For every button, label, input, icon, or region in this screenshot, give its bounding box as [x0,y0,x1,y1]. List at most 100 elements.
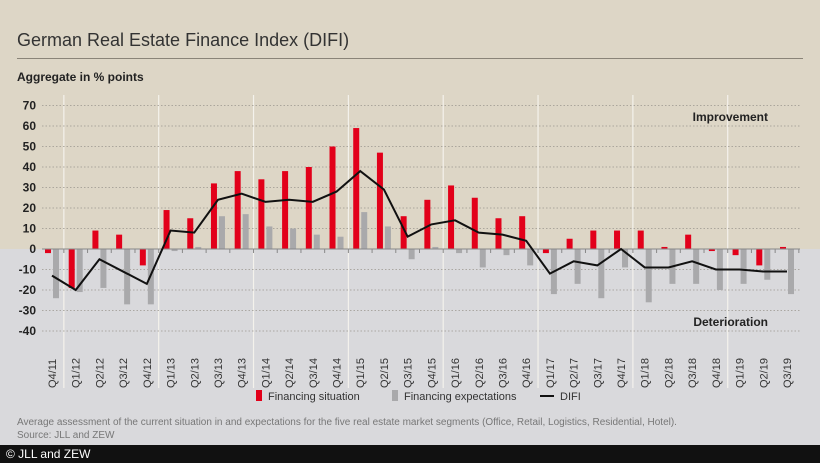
deterioration-background [0,249,820,445]
bar-financing-situation [376,152,383,249]
x-tick-label: Q3/19 [782,358,794,388]
bar-financing-expectations [100,249,107,288]
bar-financing-expectations [408,249,415,260]
bar-financing-situation [139,249,146,266]
bar-financing-situation [614,230,621,249]
y-tick-label: 50 [23,140,37,154]
bar-financing-expectations [195,246,202,249]
x-tick-label: Q1/15 [355,358,367,388]
bar-financing-expectations [479,249,486,268]
bar-financing-expectations [740,249,747,284]
x-tick-label: Q1/14 [260,358,272,388]
bar-financing-situation [519,216,526,249]
x-tick-label: Q1/18 [640,358,652,388]
bar-financing-situation [45,249,51,254]
bar-financing-expectations [53,249,59,299]
bar-financing-situation [780,246,786,249]
bar-financing-situation [329,146,336,249]
x-tick-label: Q3/14 [308,358,320,388]
source-text: Source: JLL and ZEW [17,430,115,441]
bar-financing-situation [92,230,99,249]
x-tick-label: Q4/11 [47,359,59,388]
bar-financing-expectations [290,228,297,249]
chart-note: Average assessment of the current situat… [17,416,677,442]
bar-financing-expectations [598,249,605,299]
chart-subtitle: Aggregate in % points [17,70,144,84]
bar-financing-situation [637,230,644,249]
y-tick-label: 0 [29,242,36,256]
bar-financing-situation [685,234,692,249]
bar-financing-expectations [242,214,249,249]
y-tick-label: -30 [19,304,37,318]
bar-financing-situation [187,218,194,249]
bar-financing-situation [708,249,715,252]
x-tick-label: Q2/12 [94,358,106,388]
bar-financing-expectations [432,246,439,249]
x-tick-label: Q4/15 [426,358,438,388]
bar-financing-situation [163,210,170,249]
bar-financing-situation [305,167,312,249]
bar-financing-expectations [124,249,131,305]
x-tick-label: Q2/17 [569,358,581,388]
y-tick-label: 70 [23,99,37,113]
legend-swatch-financing-expectations [392,390,398,401]
x-tick-label: Q4/16 [521,358,533,388]
legend-swatch-financing-situation [256,390,262,401]
bar-financing-expectations [266,226,273,249]
x-tick-label: Q2/13 [189,358,201,388]
bar-financing-expectations [622,249,629,268]
y-tick-label: -20 [19,283,37,297]
annotation-deterioration: Deterioration [693,315,768,329]
page-title: German Real Estate Finance Index (DIFI) [17,30,350,50]
bar-financing-situation [68,249,75,288]
bar-financing-situation [471,197,478,249]
x-tick-label: Q1/12 [71,358,83,388]
bar-financing-expectations [764,249,771,280]
bar-financing-situation [661,246,668,249]
x-tick-label: Q4/18 [711,358,723,388]
bar-financing-expectations [693,249,700,284]
bar-financing-expectations [171,249,178,252]
bar-financing-situation [234,171,241,249]
bar-financing-expectations [645,249,652,303]
x-tick-label: Q2/16 [474,358,486,388]
bar-financing-expectations [574,249,581,284]
bar-financing-situation [590,230,597,249]
bar-financing-expectations [76,249,83,293]
bar-financing-situation [756,249,763,266]
y-tick-label: 20 [23,201,37,215]
x-tick-label: Q3/17 [592,358,604,388]
bar-financing-expectations [503,249,510,256]
title-divider [17,58,803,59]
bar-financing-situation [353,128,360,249]
bar-financing-expectations [788,249,794,295]
bar-financing-situation [542,249,549,254]
annotation-improvement: Improvement [693,110,768,124]
x-tick-label: Q2/19 [758,358,770,388]
x-tick-label: Q2/18 [663,358,675,388]
bar-financing-situation [282,171,289,249]
y-tick-label: -10 [19,263,37,277]
legend-label: Financing expectations [404,391,517,403]
x-tick-label: Q4/17 [616,358,628,388]
y-tick-label: 40 [23,160,37,174]
x-tick-label: Q1/19 [735,358,747,388]
x-tick-label: Q4/13 [237,358,249,388]
y-tick-label: 10 [23,222,37,236]
x-tick-label: Q1/17 [545,358,557,388]
y-tick-label: 30 [23,181,37,195]
bar-financing-expectations [218,216,225,249]
bar-financing-situation [566,238,573,249]
x-tick-label: Q3/18 [687,358,699,388]
bar-financing-expectations [527,249,534,266]
y-tick-label: 60 [23,119,37,133]
x-tick-label: Q3/12 [118,358,130,388]
bar-financing-expectations [456,249,463,254]
copyright-footer: © JLL and ZEW [0,445,820,463]
legend-label: Financing situation [268,391,360,403]
y-tick-label: -40 [19,324,37,338]
bar-financing-expectations [361,212,368,249]
x-tick-label: Q3/16 [497,358,509,388]
x-tick-label: Q3/15 [403,358,415,388]
